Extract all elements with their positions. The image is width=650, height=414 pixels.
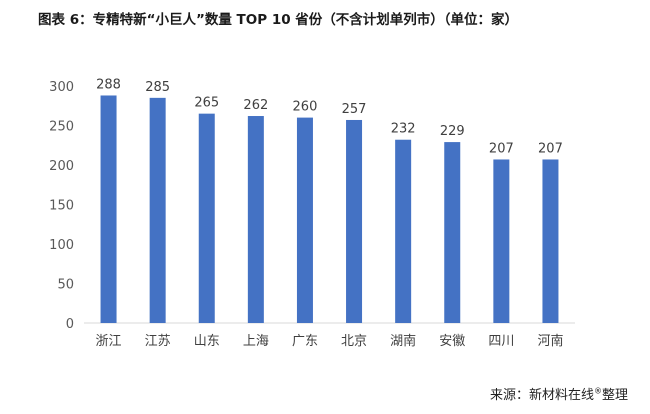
bar-北京 <box>346 119 363 323</box>
x-tick-label: 安徽 <box>439 334 465 349</box>
data-label: 207 <box>489 141 514 156</box>
data-label: 262 <box>243 98 268 113</box>
bar-山东 <box>198 113 215 324</box>
bar-江苏 <box>149 97 166 323</box>
data-label: 260 <box>293 100 318 115</box>
bar-广东 <box>296 117 313 323</box>
source-note: 来源：新材料在线®整理 <box>490 384 628 403</box>
x-tick-label: 北京 <box>341 334 367 349</box>
y-tick-label: 250 <box>49 120 74 135</box>
chart-title: 图表 6：专精特新“小巨人”数量 TOP 10 省份（不含计划单列市）（单位：家… <box>38 12 519 28</box>
bar-安徽 <box>444 142 461 323</box>
x-tick-label: 江苏 <box>145 333 171 349</box>
y-tick-label: 100 <box>49 238 74 253</box>
x-tick-label: 上海 <box>243 334 269 349</box>
x-tick-label: 河南 <box>537 333 563 349</box>
x-tick-label: 广东 <box>292 334 318 349</box>
bar-河南 <box>542 159 559 323</box>
x-tick-label: 四川 <box>488 334 514 349</box>
source-prefix: 来源：新材料在线 <box>489 388 594 403</box>
data-label: 229 <box>440 124 465 139</box>
bar-湖南 <box>395 139 412 323</box>
data-label: 257 <box>342 102 367 117</box>
data-label: 288 <box>96 77 121 92</box>
y-tick-label: 50 <box>57 278 74 293</box>
y-tick-label: 200 <box>49 159 74 174</box>
data-label: 285 <box>145 80 170 95</box>
x-tick-label: 浙江 <box>96 334 122 349</box>
x-tick-label: 山东 <box>194 334 220 349</box>
x-tick-label: 湖南 <box>390 333 416 349</box>
bar-浙江 <box>100 95 117 323</box>
bar-上海 <box>247 116 264 324</box>
data-label: 207 <box>538 141 563 156</box>
data-label: 232 <box>391 122 416 137</box>
y-tick-label: 150 <box>49 199 74 214</box>
registered-mark: ® <box>593 386 602 396</box>
data-label: 265 <box>194 96 219 111</box>
y-tick-label: 300 <box>49 80 74 95</box>
y-tick-label: 0 <box>66 317 74 332</box>
bar-四川 <box>493 159 510 323</box>
source-suffix: 整理 <box>601 388 628 403</box>
